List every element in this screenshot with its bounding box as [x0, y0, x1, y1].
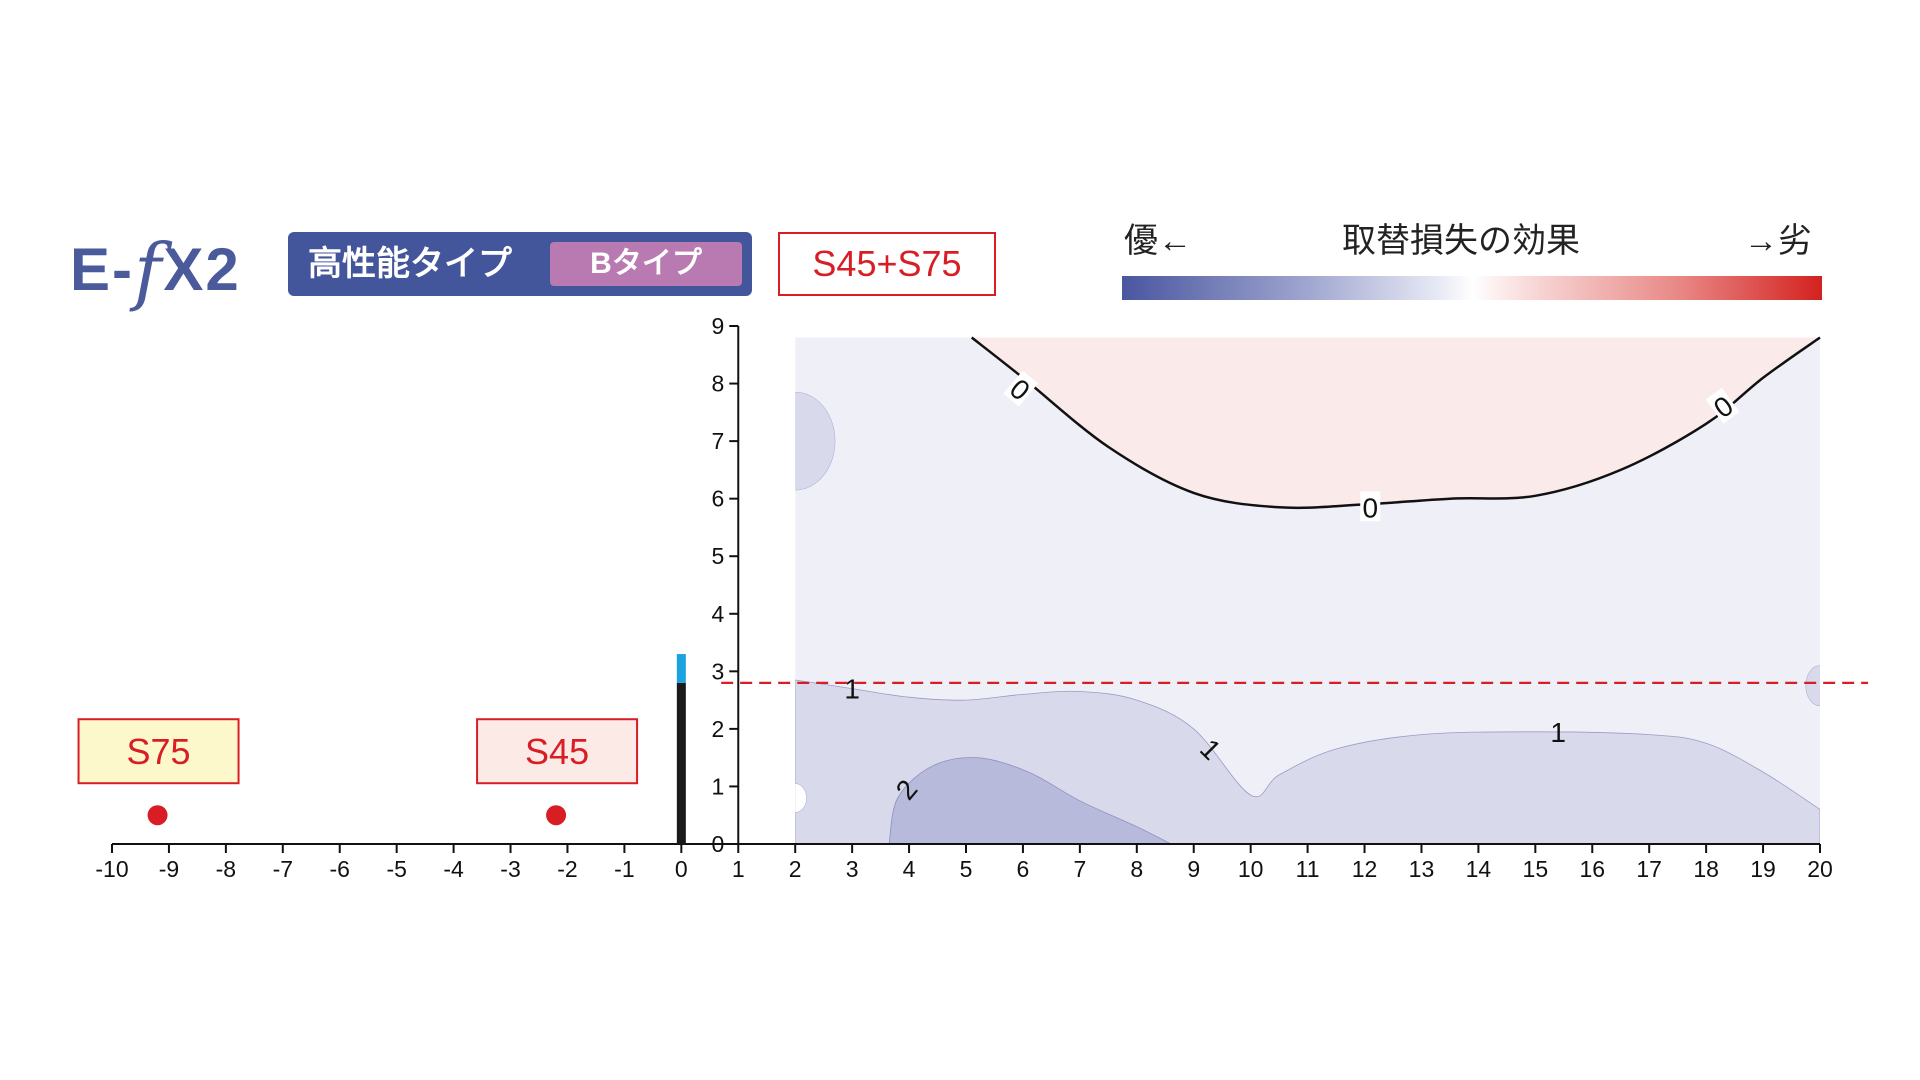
- contour-fills: [795, 337, 1821, 844]
- x-tick-label-0: 0: [675, 856, 688, 882]
- point-label-box-s45: [476, 718, 639, 785]
- wall-top-bar: [676, 654, 686, 683]
- x-tick-label-11: 11: [1296, 856, 1320, 882]
- x-tick-label-4: 4: [903, 856, 916, 882]
- contour-fill-level-0: [971, 337, 1820, 508]
- efx2-logo: E-fX2: [70, 228, 241, 308]
- y-tick-label-8: 8: [711, 371, 724, 397]
- contour-label-bg-0-2: [1360, 491, 1381, 522]
- x-tick-label-5: 5: [960, 856, 973, 882]
- x-tick-label--6: -6: [330, 856, 350, 882]
- point-label-s45: S45: [525, 731, 589, 772]
- contour-line-level-0: [970, 336, 1821, 510]
- contour-blob-3: [795, 783, 807, 813]
- y-tick-label-3: 3: [711, 658, 724, 684]
- logo-f: f: [134, 228, 164, 314]
- logo-suffix: X2: [163, 236, 241, 303]
- x-tick-label--5: -5: [386, 856, 406, 882]
- x-tick-label--9: -9: [159, 856, 179, 882]
- x-tick-label--4: -4: [443, 856, 464, 882]
- x-tick-label--10: -10: [95, 856, 128, 882]
- x-tick-label-15: 15: [1523, 856, 1549, 882]
- legend-color-bar: [1122, 276, 1822, 300]
- type-badge: 高性能タイプ Bタイプ: [288, 232, 752, 296]
- axes: [111, 325, 1821, 853]
- x-tick-label-20: 20: [1807, 856, 1833, 882]
- contour-label-bg-0-3: [1705, 387, 1740, 424]
- x-tick-label-2: 2: [789, 856, 802, 882]
- x-tick-label--3: -3: [500, 856, 520, 882]
- x-tick-label-3: 3: [846, 856, 859, 882]
- tick-labels: -10 -9 -8 -7 -6 -5 -4 -3 -2 -1 0 1 2 3 4 5 6 7 8 9 10 11 12 13 1…: [95, 313, 1832, 882]
- contour-label-bg-0-1: [1003, 370, 1039, 407]
- x-tick-label--7: -7: [273, 856, 293, 882]
- x-tick-label--2: -2: [557, 856, 577, 882]
- contour-blob-2: [1805, 665, 1821, 707]
- x-tick-label-1: 1: [732, 856, 745, 882]
- x-tick-label--1: -1: [614, 856, 634, 882]
- y-tick-label-9: 9: [711, 313, 724, 339]
- y-tick-label-5: 5: [711, 543, 724, 569]
- y-tick-label-2: 2: [711, 716, 724, 742]
- contour-label-1-1: 1: [844, 674, 860, 705]
- contour-fill-level-2: [888, 757, 1172, 844]
- y-tick-label-7: 7: [711, 428, 724, 454]
- contour-blob-1: [795, 391, 836, 491]
- x-tick-label-16: 16: [1579, 856, 1605, 882]
- subtype-badge: Bタイプ: [550, 242, 742, 286]
- x-tick-label-8: 8: [1130, 856, 1143, 882]
- type-badge-label: 高性能タイプ: [308, 245, 512, 283]
- x-tick-label-12: 12: [1352, 856, 1378, 882]
- x-tick-label-17: 17: [1636, 856, 1662, 882]
- wall-bar: [676, 682, 686, 844]
- logo-prefix: E-: [70, 236, 134, 303]
- combo-label: S45+S75: [778, 232, 996, 296]
- x-tick-label-18: 18: [1693, 856, 1719, 882]
- y-tick-label-0: 0: [711, 831, 724, 857]
- point-s75: [147, 805, 168, 826]
- x-tick-label--8: -8: [216, 856, 236, 882]
- contour-label-1-3: 1: [1550, 717, 1566, 748]
- point-label-s75: S75: [127, 731, 191, 772]
- x-tick-label-9: 9: [1187, 856, 1200, 882]
- marks: S75 S45: [77, 654, 1868, 844]
- contour-label-0-2: 0: [1362, 492, 1378, 523]
- contour-lines: [970, 336, 1821, 510]
- legend-better-label: 優←: [1124, 222, 1192, 260]
- point-s45: [546, 805, 567, 826]
- x-tick-label-19: 19: [1750, 856, 1776, 882]
- x-tick-label-10: 10: [1238, 856, 1264, 882]
- x-tick-label-14: 14: [1466, 856, 1492, 882]
- legend-title: 取替損失の効果: [1342, 222, 1580, 260]
- x-tick-label-6: 6: [1017, 856, 1030, 882]
- point-label-box-s75: [77, 718, 240, 785]
- y-tick-label-4: 4: [711, 601, 724, 627]
- x-tick-label-13: 13: [1409, 856, 1435, 882]
- y-tick-label-6: 6: [711, 486, 724, 512]
- legend-worse-label: →劣: [1744, 222, 1812, 260]
- y-tick-label-1: 1: [711, 773, 724, 799]
- x-tick-label-7: 7: [1073, 856, 1086, 882]
